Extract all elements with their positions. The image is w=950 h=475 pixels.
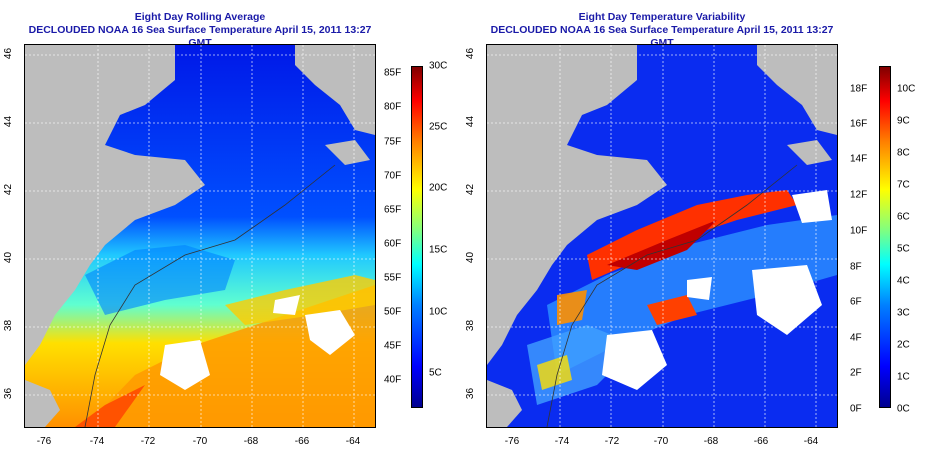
right-xtick: -70 bbox=[653, 436, 669, 447]
right-ytick: 40 bbox=[465, 251, 477, 264]
left-ytick: 36 bbox=[3, 387, 15, 400]
left-ytick: 38 bbox=[3, 319, 15, 332]
left-cb-f-label: 45F bbox=[384, 340, 402, 352]
left-cb-c-label: 30C bbox=[429, 60, 448, 72]
right-cb-f-label: 2F bbox=[850, 367, 862, 379]
left-xtick: -76 bbox=[36, 436, 52, 447]
right-ytick: 38 bbox=[465, 319, 477, 332]
left-sst-map bbox=[24, 44, 376, 428]
right-xtick: -74 bbox=[554, 436, 570, 447]
left-cb-c-label: 5C bbox=[429, 367, 442, 379]
right-cb-f-label: 18F bbox=[850, 83, 868, 95]
right-xtick: -76 bbox=[504, 436, 520, 447]
left-cb-f-label: 40F bbox=[384, 374, 402, 386]
right-cb-f-label: 16F bbox=[850, 118, 868, 130]
right-cb-c-label: 4C bbox=[897, 275, 910, 287]
right-cb-c-label: 9C bbox=[897, 115, 910, 127]
left-cb-f-label: 70F bbox=[384, 170, 402, 182]
left-cb-f-label: 65F bbox=[384, 204, 402, 216]
left-cb-f-label: 60F bbox=[384, 238, 402, 250]
left-cb-f-label: 80F bbox=[384, 101, 402, 113]
left-cb-f-label: 85F bbox=[384, 67, 402, 79]
right-variability-map bbox=[486, 44, 838, 428]
right-cb-c-label: 6C bbox=[897, 211, 910, 223]
left-xtick: -72 bbox=[140, 436, 156, 447]
left-xtick: -64 bbox=[345, 436, 361, 447]
left-cb-c-label: 25C bbox=[429, 121, 448, 133]
left-cb-f-label: 50F bbox=[384, 306, 402, 318]
left-cb-f-label: 55F bbox=[384, 272, 402, 284]
right-cb-f-label: 10F bbox=[850, 225, 868, 237]
right-cb-c-label: 3C bbox=[897, 307, 910, 319]
right-title-line1: Eight Day Temperature Variability bbox=[578, 11, 746, 23]
right-cb-f-label: 12F bbox=[850, 189, 868, 201]
right-xtick: -68 bbox=[703, 436, 719, 447]
right-cb-f-label: 6F bbox=[850, 296, 862, 308]
left-cb-c-label: 10C bbox=[429, 306, 448, 318]
right-variability-map-image bbox=[487, 45, 837, 427]
right-cb-c-label: 7C bbox=[897, 179, 910, 191]
right-xtick: -66 bbox=[753, 436, 769, 447]
right-xtick: -64 bbox=[803, 436, 819, 447]
left-sst-map-image bbox=[25, 45, 375, 427]
right-cb-c-label: 10C bbox=[897, 83, 916, 95]
right-cb-c-label: 5C bbox=[897, 243, 910, 255]
left-cb-f-label: 75F bbox=[384, 136, 402, 148]
left-cb-c-label: 15C bbox=[429, 244, 448, 256]
right-xtick: -72 bbox=[604, 436, 620, 447]
left-colorbar bbox=[411, 66, 423, 408]
left-ytick: 42 bbox=[3, 183, 15, 196]
right-cb-f-label: 4F bbox=[850, 332, 862, 344]
left-xtick: -74 bbox=[89, 436, 105, 447]
right-cb-f-label: 14F bbox=[850, 153, 868, 165]
right-cb-c-label: 0C bbox=[897, 403, 910, 415]
left-xtick: -66 bbox=[294, 436, 310, 447]
right-ytick: 44 bbox=[465, 115, 477, 128]
left-cb-c-label: 20C bbox=[429, 182, 448, 194]
right-colorbar bbox=[879, 66, 891, 408]
left-xtick: -70 bbox=[192, 436, 208, 447]
right-cb-f-label: 8F bbox=[850, 261, 862, 273]
right-ytick: 46 bbox=[465, 47, 477, 60]
right-cb-c-label: 8C bbox=[897, 147, 910, 159]
left-title-line1: Eight Day Rolling Average bbox=[134, 11, 266, 23]
right-ytick: 42 bbox=[465, 183, 477, 196]
right-ytick: 36 bbox=[465, 387, 477, 400]
right-cb-c-label: 2C bbox=[897, 339, 910, 351]
left-ytick: 40 bbox=[3, 251, 15, 264]
left-ytick: 46 bbox=[3, 47, 15, 60]
right-cb-f-label: 0F bbox=[850, 403, 862, 415]
right-cb-c-label: 1C bbox=[897, 371, 910, 383]
left-xtick: -68 bbox=[243, 436, 259, 447]
left-ytick: 44 bbox=[3, 115, 15, 128]
